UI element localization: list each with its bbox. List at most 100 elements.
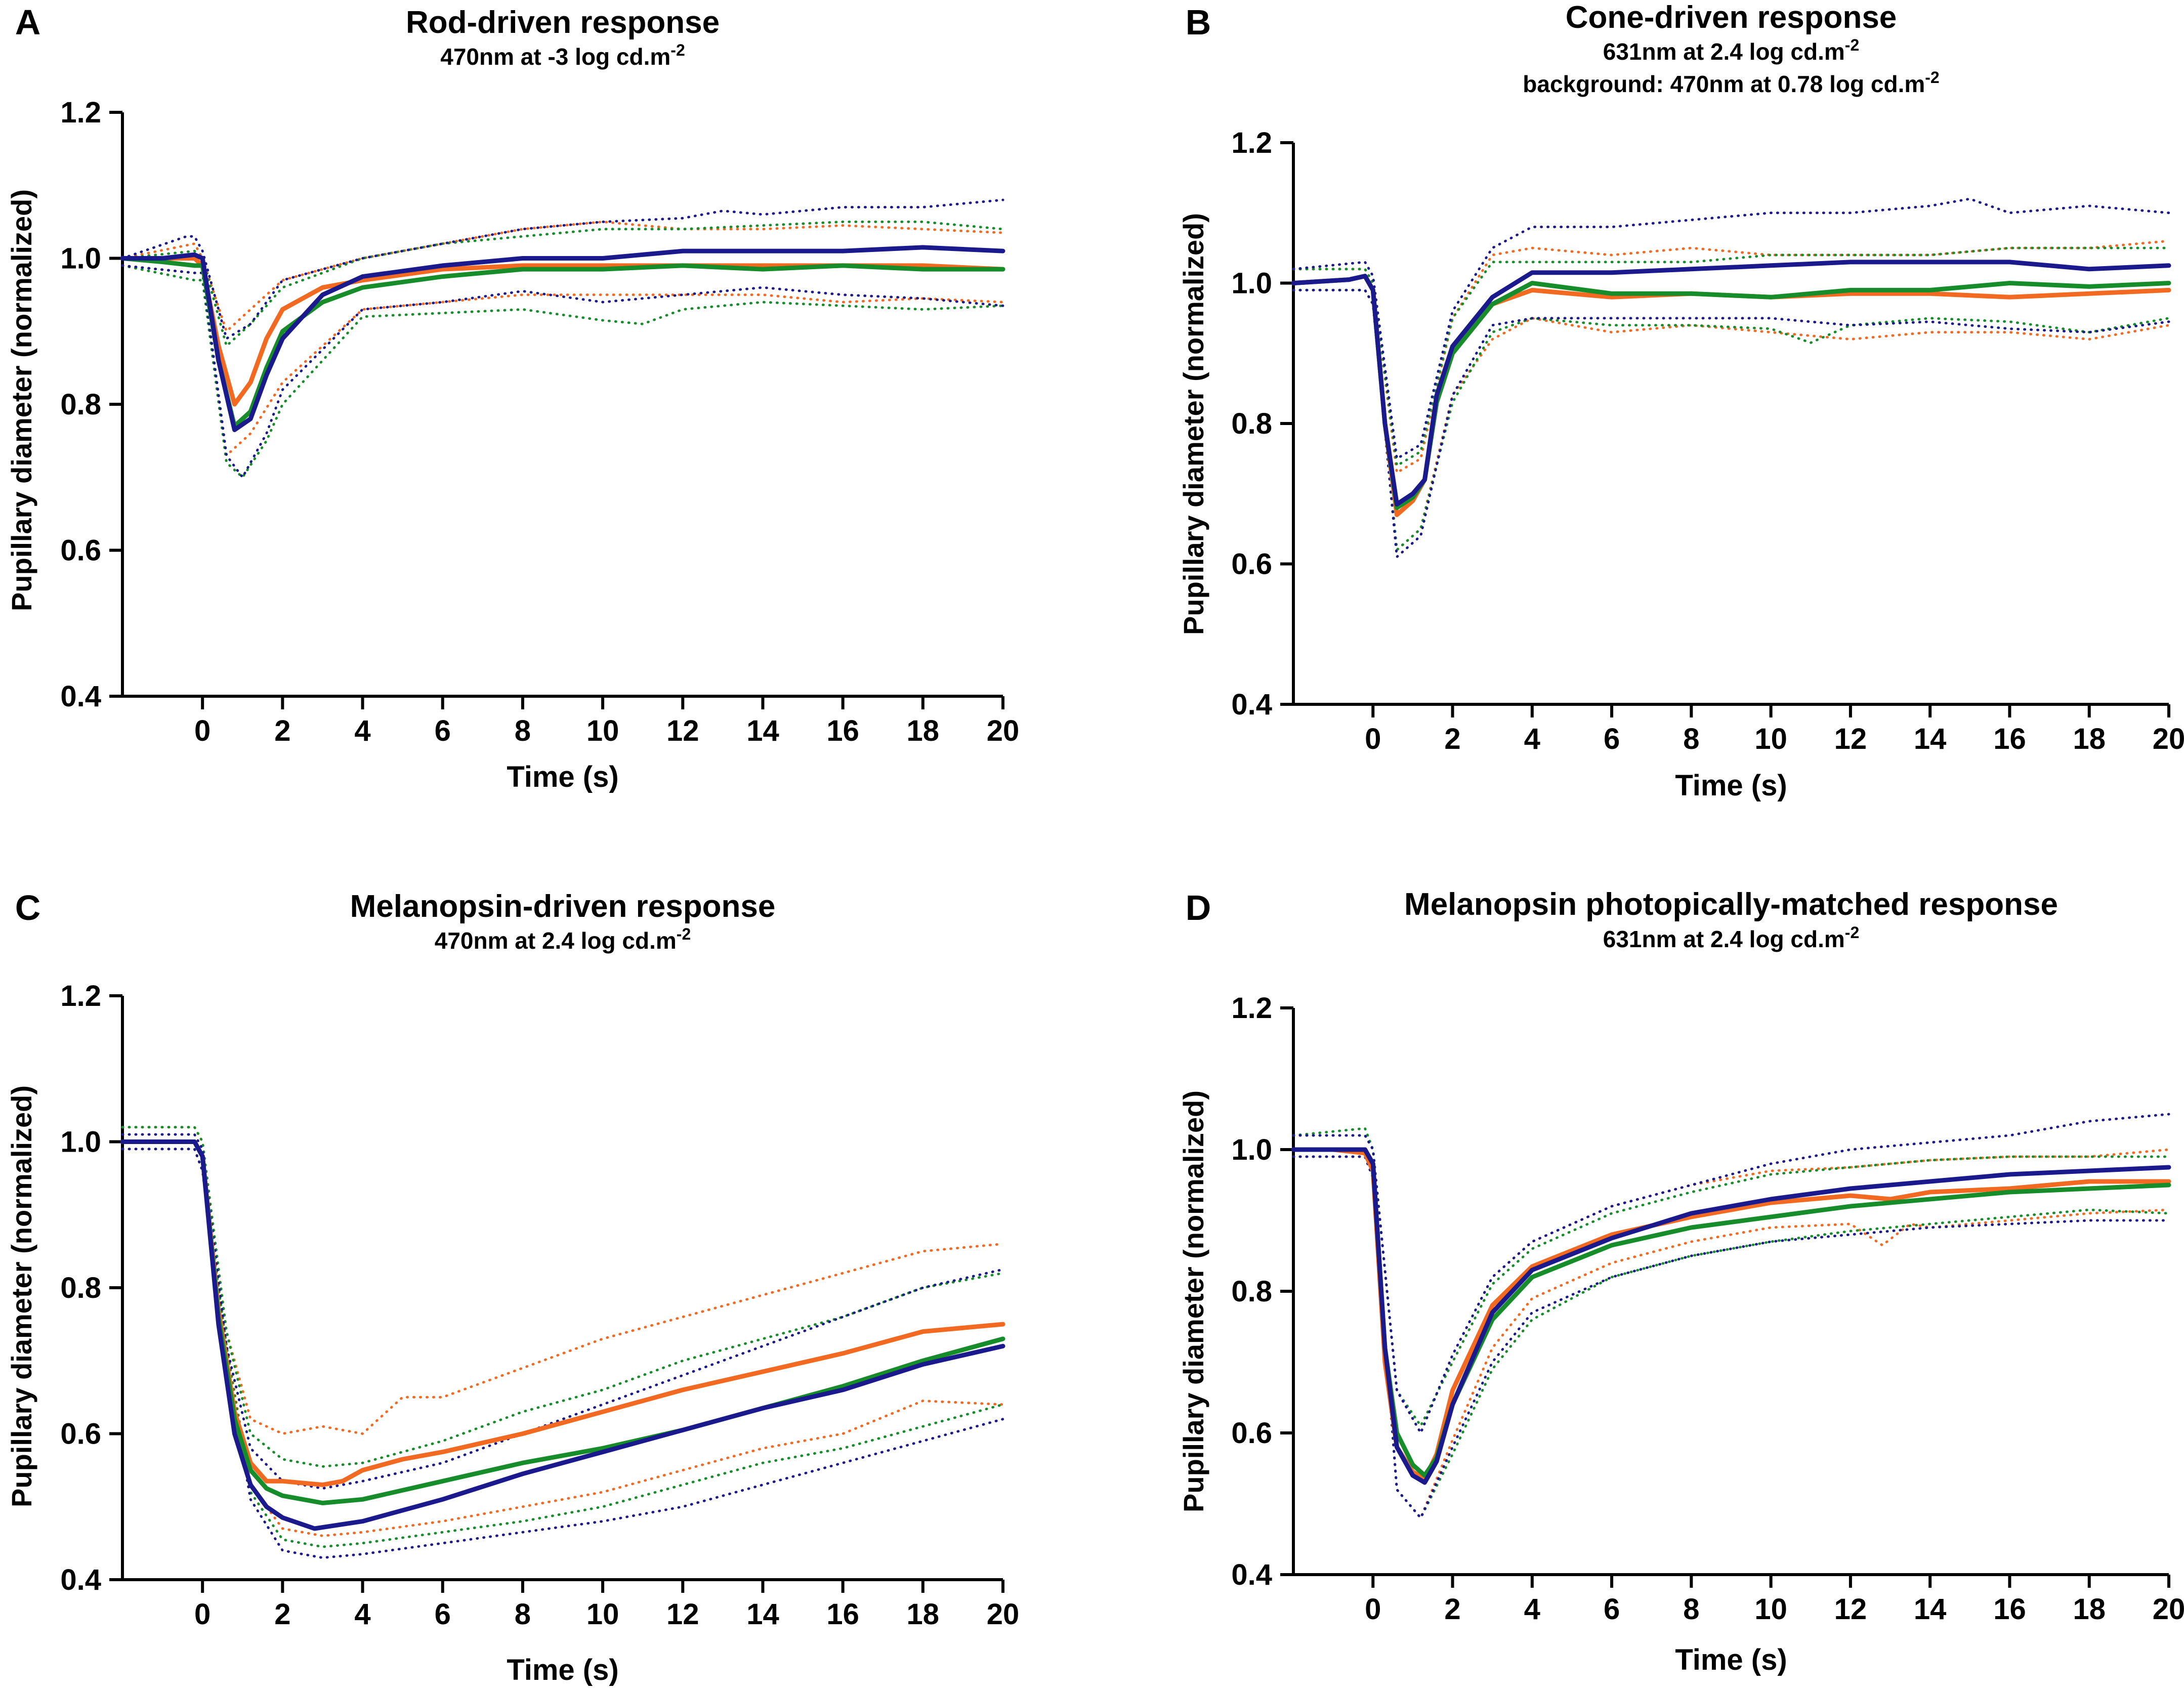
y-tick-label: 0.4 xyxy=(60,1563,101,1596)
x-tick-label: 18 xyxy=(907,714,940,747)
x-tick-label: 12 xyxy=(666,1598,699,1631)
series-green-upper xyxy=(1292,246,2170,467)
y-tick-label: 1.0 xyxy=(1231,267,1272,300)
x-tick-label: 8 xyxy=(515,714,531,747)
x-tick-label: 16 xyxy=(826,1598,859,1631)
chart-title: Cone-driven response xyxy=(1566,0,1897,35)
chart-subtitle: 470nm at 2.4 log cd.m-2 xyxy=(435,925,691,954)
x-tick-label: 20 xyxy=(987,714,1020,747)
y-tick-label: 0.4 xyxy=(1231,688,1272,721)
series-green-upper xyxy=(121,220,1004,348)
x-tick-label: 10 xyxy=(1754,723,1787,755)
y-axis-label: Pupillary diameter (normalized) xyxy=(1178,1090,1209,1512)
panel-label: D xyxy=(1186,888,1211,927)
y-tick-label: 1.0 xyxy=(60,242,101,275)
x-tick-label: 2 xyxy=(274,714,290,747)
chart-subtitles: 470nm at 2.4 log cd.m-2 xyxy=(435,925,691,954)
series-navy-upper xyxy=(1292,197,2170,460)
x-tick-label: 4 xyxy=(1524,1593,1540,1626)
series-orange-upper xyxy=(1292,1134,2170,1434)
series-orange-upper xyxy=(1292,239,2170,474)
x-axis-label: Time (s) xyxy=(507,760,618,793)
x-tick-label: 16 xyxy=(1993,723,2026,755)
x-tick-label: 4 xyxy=(354,1598,370,1631)
x-tick-label: 8 xyxy=(1683,723,1699,755)
y-tick-label: 0.8 xyxy=(60,1272,101,1304)
x-tick-label: 10 xyxy=(586,714,619,747)
chart-title: Melanopsin photopically-matched response xyxy=(1404,887,2058,922)
chart-title: Melanopsin-driven response xyxy=(350,889,776,924)
y-axis-label: Pupillary diameter (normalized) xyxy=(6,1085,37,1507)
series-green-mean xyxy=(120,1139,1005,1505)
x-tick-label: 18 xyxy=(2073,723,2106,755)
series-navy-upper xyxy=(121,198,1004,340)
y-tick-label: 0.6 xyxy=(60,534,101,567)
series-navy-upper xyxy=(1292,1113,2170,1434)
series-green-upper xyxy=(121,1126,1004,1468)
x-tick-label: 6 xyxy=(435,1598,451,1631)
series-orange-mean xyxy=(1291,1147,2171,1482)
plot-area: 0.4 0.6 0.8 1.0 1.2 0 2 4 6 8 10 12 14 16 18 20 xyxy=(60,96,1019,747)
y-tick-label: 0.6 xyxy=(1231,548,1272,581)
y-tick-label: 0.8 xyxy=(1231,407,1272,440)
series-orange-upper xyxy=(121,1126,1004,1435)
x-tick-label: 14 xyxy=(746,1598,779,1631)
y-tick-label: 1.2 xyxy=(1231,992,1272,1025)
y-tick-label: 0.8 xyxy=(60,388,101,421)
series-navy-lower xyxy=(1292,288,2170,559)
x-axis-label: Time (s) xyxy=(1675,1643,1787,1676)
x-tick-label: 10 xyxy=(586,1598,619,1631)
x-tick-label: 8 xyxy=(1683,1593,1699,1626)
x-tick-label: 0 xyxy=(194,1598,211,1631)
x-tick-label: 0 xyxy=(1365,1593,1381,1626)
x-tick-label: 14 xyxy=(1914,723,1947,755)
panel-c: C Melanopsin-driven response 470nm at 2.… xyxy=(6,888,1019,1686)
x-tick-label: 6 xyxy=(435,714,451,747)
chart-title: Rod-driven response xyxy=(406,5,720,40)
x-tick-label: 6 xyxy=(1604,1593,1620,1626)
x-tick-label: 12 xyxy=(1834,723,1867,755)
chart-subtitle: background: 470nm at 0.78 log cd.m-2 xyxy=(1523,68,1939,97)
x-tick-label: 14 xyxy=(746,714,779,747)
x-axis-label: Time (s) xyxy=(507,1654,618,1686)
panel-label: C xyxy=(15,888,41,927)
chart-subtitles: 470nm at -3 log cd.m-2 xyxy=(440,41,685,70)
x-tick-label: 20 xyxy=(987,1598,1020,1631)
series-navy-lower xyxy=(121,264,1004,479)
x-tick-label: 18 xyxy=(907,1598,940,1631)
x-tick-label: 4 xyxy=(1524,723,1540,755)
series-orange-mean xyxy=(120,256,1005,407)
x-tick-label: 18 xyxy=(2073,1593,2106,1626)
x-tick-label: 16 xyxy=(1993,1593,2026,1626)
panel-label: B xyxy=(1186,3,1211,42)
plot-area: 0.4 0.6 0.8 1.0 1.2 0 2 4 6 8 10 12 14 16 18 20 xyxy=(1231,126,2184,755)
x-tick-label: 2 xyxy=(1444,723,1460,755)
x-tick-label: 2 xyxy=(1444,1593,1460,1626)
y-tick-label: 0.8 xyxy=(1231,1275,1272,1308)
x-tick-label: 14 xyxy=(1914,1593,1947,1626)
chart-subtitle: 631nm at 2.4 log cd.m-2 xyxy=(1603,923,1860,952)
y-tick-label: 0.6 xyxy=(60,1418,101,1451)
plot-area: 0.4 0.6 0.8 1.0 1.2 0 2 4 6 8 10 12 14 16 18 20 xyxy=(1231,992,2184,1626)
x-axis-label: Time (s) xyxy=(1675,769,1787,802)
series-navy-mean xyxy=(120,245,1005,432)
x-tick-label: 10 xyxy=(1754,1593,1787,1626)
y-tick-label: 1.2 xyxy=(60,96,101,129)
x-tick-label: 16 xyxy=(826,714,859,747)
series-green-mean xyxy=(120,256,1005,429)
series-orange-lower xyxy=(121,264,1004,457)
y-tick-label: 0.6 xyxy=(1231,1417,1272,1450)
y-axis-label: Pupillary diameter (normalized) xyxy=(6,189,37,611)
x-tick-label: 0 xyxy=(1365,723,1381,755)
series-orange-mean xyxy=(120,1139,1005,1487)
series-navy-upper xyxy=(121,1133,1004,1490)
x-tick-label: 2 xyxy=(274,1598,290,1631)
panel-b: B Cone-driven response 631nm at 2.4 log … xyxy=(1178,0,2184,802)
x-tick-label: 0 xyxy=(194,714,211,747)
x-tick-label: 4 xyxy=(354,714,370,747)
series-navy-mean xyxy=(120,1139,1005,1531)
panel-d: D Melanopsin photopically-matched respon… xyxy=(1178,887,2184,1676)
chart-subtitles: 631nm at 2.4 log cd.m-2 xyxy=(1603,923,1860,952)
plot-area: 0.4 0.6 0.8 1.0 1.2 0 2 4 6 8 10 12 14 16 18 20 xyxy=(60,980,1019,1631)
